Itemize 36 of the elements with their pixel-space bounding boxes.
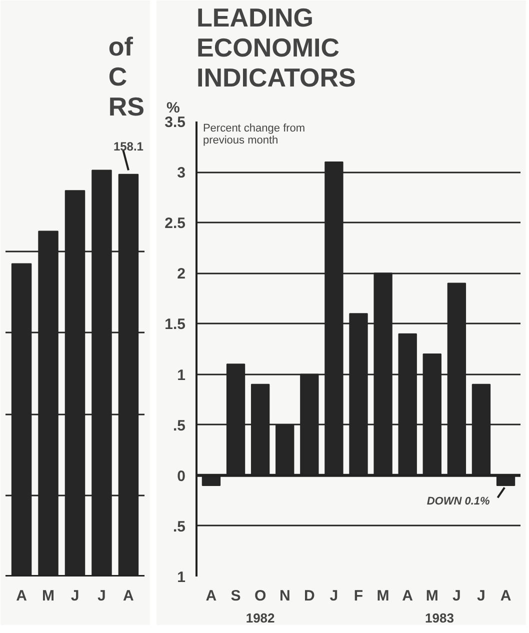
- x-tick-label: M: [426, 588, 438, 604]
- x-tick-label: N: [279, 588, 290, 604]
- y-tick-label: 3: [177, 164, 186, 182]
- chart-title: LEADING ECONOMIC INDICATORS: [196, 2, 356, 92]
- x-tick-label: O: [254, 588, 266, 604]
- y-tick-label: .5: [172, 417, 186, 434]
- x-tick-label: A: [123, 588, 134, 604]
- y-tick-label: 3.5: [164, 114, 186, 131]
- y-axis-title: %: [166, 100, 180, 116]
- y-tick-label: 1: [177, 366, 186, 384]
- x-tick-label: A: [402, 588, 414, 604]
- x-tick-label: A: [500, 588, 512, 604]
- y-tick-label: 2: [177, 266, 186, 283]
- x-tick-label: M: [42, 588, 55, 604]
- text: 158.1: [113, 139, 144, 154]
- text: Percent change from previous month: [202, 122, 306, 146]
- x-tick-label: J: [330, 588, 338, 604]
- y-tick-label: .5: [172, 518, 186, 536]
- y-tick-label: 0: [177, 468, 186, 485]
- annotation: DOWN 0.1%: [426, 496, 490, 508]
- y-tick-label: 2.5: [164, 215, 186, 232]
- x-tick-label: A: [16, 588, 28, 604]
- x-tick-label: D: [304, 588, 315, 604]
- x-tick-label: S: [230, 588, 241, 604]
- x-tick-label: F: [354, 588, 364, 604]
- chart-title: of C RS: [108, 32, 145, 122]
- y-tick-label: 1: [177, 569, 186, 586]
- x-tick-label: J: [98, 588, 106, 604]
- x-tick-label: A: [206, 588, 217, 604]
- text: 1983: [425, 610, 454, 626]
- x-tick-label: J: [70, 588, 80, 604]
- x-tick-label: M: [376, 588, 390, 604]
- text: 1982: [246, 610, 275, 626]
- x-tick-label: J: [477, 588, 486, 604]
- y-tick-label: 1.5: [164, 316, 186, 334]
- x-tick-label: J: [452, 588, 461, 604]
